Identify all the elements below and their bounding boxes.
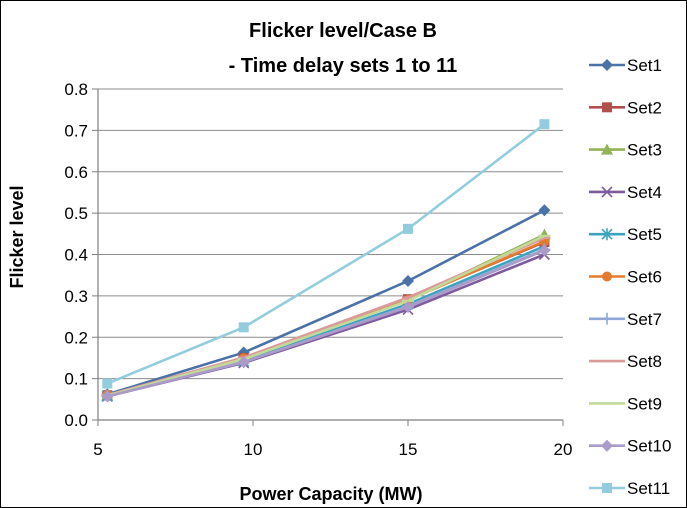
series-set10 — [101, 244, 551, 403]
chart-title: Flicker level/Case B — [249, 20, 437, 42]
y-tick-label: 0.8 — [64, 80, 88, 99]
y-tick-label: 0.3 — [64, 287, 88, 306]
y-tick-label: 0.5 — [64, 204, 88, 223]
series-line-set1 — [106, 209, 545, 396]
data-point-set1 — [402, 274, 414, 287]
legend-marker-set2 — [602, 102, 612, 113]
series-line-set6 — [106, 240, 545, 397]
legend-marker-set10 — [601, 439, 613, 452]
legend-label-set11: Set11 — [627, 479, 670, 498]
series-line-set9 — [106, 234, 545, 397]
legend-item-set1: Set1 — [589, 56, 662, 75]
gridlines — [98, 88, 563, 421]
legend-item-set11: Set11 — [589, 479, 670, 498]
x-tick-label: 15 — [399, 440, 418, 459]
series-lines — [101, 119, 551, 403]
series-line-set3 — [106, 233, 545, 397]
y-tick-label: 0.1 — [64, 370, 88, 389]
x-axis-label: Power Capacity (MW) — [239, 484, 422, 504]
legend-marker-set11 — [602, 483, 612, 493]
data-point-set11 — [539, 119, 550, 130]
legend-label-set7: Set7 — [627, 310, 662, 329]
legend-label-set10: Set10 — [627, 437, 671, 456]
data-point-set10 — [402, 301, 414, 314]
series-line-set11 — [106, 123, 546, 385]
x-tick-label: 20 — [554, 440, 573, 459]
legend-item-set6: Set6 — [589, 268, 662, 287]
legend-item-set8: Set8 — [589, 352, 662, 371]
legend-marker-set4 — [601, 186, 613, 198]
legend-label-set5: Set5 — [627, 225, 662, 244]
y-axis-label: Flicker level — [7, 185, 27, 288]
data-point-set10 — [538, 244, 551, 257]
legend-marker-set3 — [601, 143, 613, 155]
legend-item-set5: Set5 — [589, 225, 662, 244]
legend-label-set2: Set2 — [627, 98, 662, 117]
legend-label-set4: Set4 — [627, 183, 662, 202]
legend-label-set3: Set3 — [627, 141, 662, 160]
data-point-set1 — [538, 204, 551, 217]
y-tick-label: 0.0 — [64, 411, 88, 430]
y-tick-label: 0.7 — [64, 121, 88, 140]
series-line-set10 — [106, 249, 545, 398]
series-set9 — [101, 234, 551, 397]
y-tick-labels: 0.0 0.1 0.2 0.3 0.4 0.5 0.6 0.7 0.8 — [64, 80, 88, 430]
chart-subtitle: - Time delay sets 1 to 11 — [229, 55, 458, 77]
legend-label-set8: Set8 — [627, 352, 662, 371]
x-tick-label: 10 — [244, 440, 263, 459]
legend-label-set6: Set6 — [627, 268, 662, 287]
legend-item-set10: Set10 — [589, 437, 671, 456]
data-point-set10 — [101, 390, 114, 403]
legend-marker-set1 — [601, 59, 613, 71]
x-tick-label: 5 — [93, 440, 102, 459]
data-point-set10 — [237, 356, 250, 369]
legend-marker-set5 — [601, 228, 613, 241]
data-point-set11 — [403, 223, 413, 234]
legend-item-set7: Set7 — [589, 310, 662, 329]
legend-marker-set6 — [602, 271, 612, 282]
legend-item-set4: Set4 — [589, 183, 662, 202]
legend: Set1 Set2 Set3 Set4 Set5 Set6 Set7 Set8 Set9 Set1… — [589, 56, 671, 498]
y-tick-label: 0.6 — [64, 163, 88, 182]
legend-item-set9: Set9 — [589, 394, 662, 413]
legend-item-set3: Set3 — [589, 141, 662, 160]
legend-item-set2: Set2 — [589, 98, 662, 117]
legend-label-set9: Set9 — [627, 394, 662, 413]
data-point-set11 — [102, 378, 113, 389]
legend-label-set1: Set1 — [627, 56, 662, 75]
legend-marker-set7 — [601, 312, 613, 325]
data-point-set11 — [238, 322, 249, 333]
y-tick-label: 0.4 — [64, 246, 88, 265]
series-set11 — [102, 119, 550, 389]
axes — [92, 88, 564, 426]
y-tick-label: 0.2 — [64, 328, 88, 347]
x-tick-labels: 5 10 15 20 — [93, 440, 572, 459]
series-set1 — [101, 204, 551, 401]
